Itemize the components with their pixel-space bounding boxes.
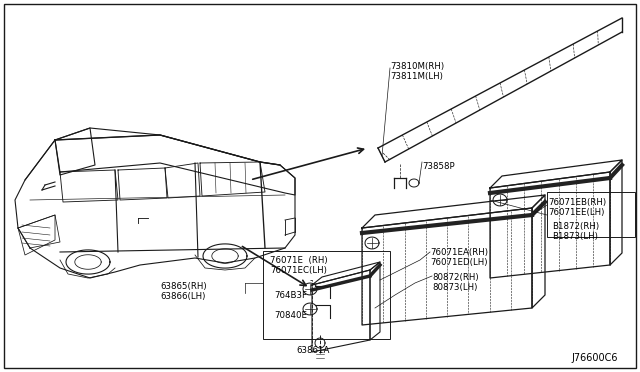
Text: 80873(LH): 80873(LH) [432,283,477,292]
Text: 76071ED(LH): 76071ED(LH) [430,258,488,267]
Text: 764B3F: 764B3F [274,291,307,300]
Text: 73811M(LH): 73811M(LH) [390,72,443,81]
Text: 73810M(RH): 73810M(RH) [390,62,444,71]
Text: 73858P: 73858P [422,162,454,171]
Text: 76071EE(LH): 76071EE(LH) [548,208,604,217]
Text: 76071E  (RH): 76071E (RH) [270,256,328,265]
Text: B1872(RH): B1872(RH) [552,222,599,231]
Text: 63861A: 63861A [296,346,330,355]
Text: 63865(RH): 63865(RH) [160,282,207,291]
Text: 70840E: 70840E [274,311,307,320]
Text: 76071EB(RH): 76071EB(RH) [548,198,606,207]
Text: 80872(RH): 80872(RH) [432,273,479,282]
Text: J76600C6: J76600C6 [572,353,618,363]
Text: 76071EC(LH): 76071EC(LH) [270,266,327,275]
Bar [547,192,635,237]
Bar [263,251,390,339]
Text: 76071EA(RH): 76071EA(RH) [430,248,488,257]
Text: B1873(LH): B1873(LH) [552,232,598,241]
Text: 63866(LH): 63866(LH) [160,292,205,301]
